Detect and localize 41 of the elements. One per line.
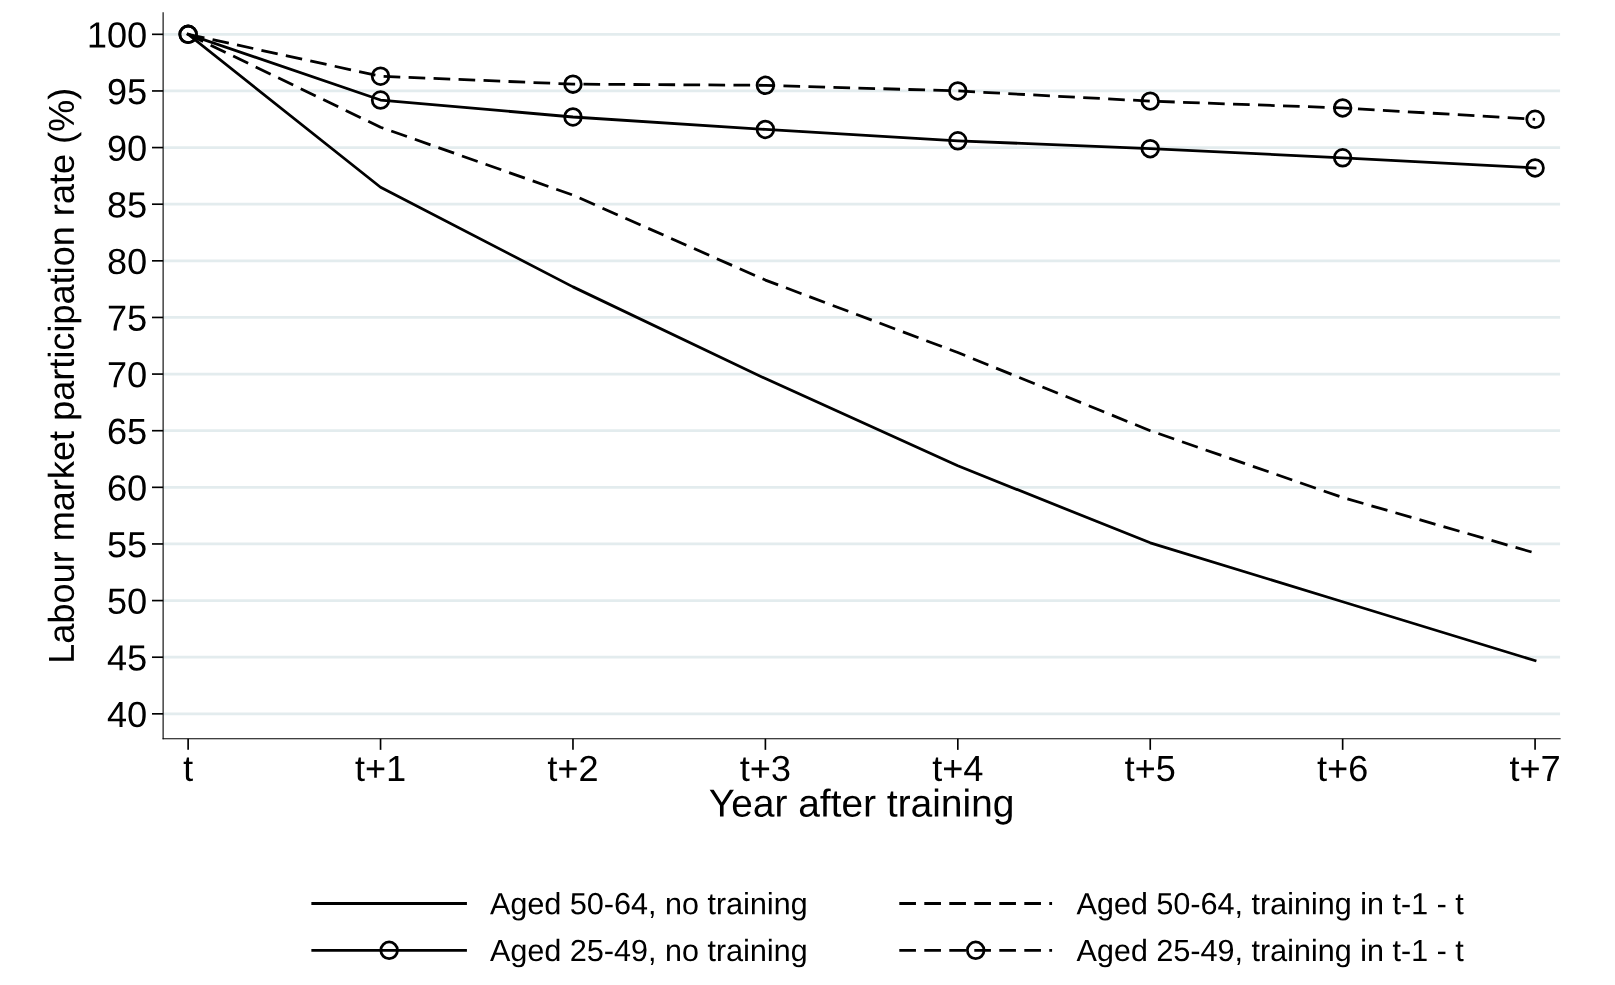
point — [1140, 138, 1160, 159]
point — [1525, 158, 1545, 178]
y-tick-label: 100 — [89, 22, 146, 48]
x-tick-label: t+2 — [547, 755, 597, 782]
x-tick-label: t+7 — [1510, 756, 1559, 782]
x-tick-label: t — [183, 757, 193, 782]
point — [370, 90, 391, 110]
legend-label: Aged 25-49, no training — [490, 938, 806, 968]
x-axis-title: Year after training — [709, 788, 1012, 825]
point — [755, 119, 776, 140]
y-tick-label: 50 — [108, 588, 146, 615]
y-axis-title: Labour market participation rate (%) — [47, 89, 82, 661]
legend-label: Aged 25-49, training in t-1 - t — [1076, 938, 1464, 968]
point — [370, 66, 391, 86]
point — [1525, 109, 1545, 129]
point — [563, 107, 583, 127]
y-tick-label: 60 — [108, 475, 146, 501]
x-tick-label: t+3 — [740, 755, 790, 782]
y-tick-label: 90 — [108, 135, 146, 162]
point — [755, 75, 776, 96]
y-tick-label: 65 — [108, 418, 146, 445]
y-tick-label: 85 — [108, 192, 146, 218]
x-tick-label: t+1 — [355, 756, 405, 782]
y-tick-label: 40 — [107, 701, 146, 728]
legend-label: Aged 50-64, training in t-1 - t — [1076, 892, 1464, 921]
y-tick-label: 70 — [108, 361, 146, 388]
point — [1332, 148, 1353, 168]
point — [948, 131, 968, 151]
x-tick-label: t+5 — [1125, 756, 1175, 782]
y-tick-label: 95 — [108, 78, 146, 105]
point — [1332, 98, 1353, 118]
y-tick-label: 45 — [107, 645, 146, 671]
x-tick-label: t+6 — [1317, 755, 1367, 782]
x-tick-label: t+4 — [932, 756, 983, 782]
point — [948, 81, 968, 101]
y-tick-label: 75 — [108, 305, 146, 331]
y-tick-label: 80 — [108, 248, 146, 275]
point — [563, 74, 583, 94]
point — [1140, 91, 1160, 111]
y-tick-label: 55 — [108, 532, 146, 558]
legend-label: Aged 50-64, no training — [490, 892, 806, 921]
